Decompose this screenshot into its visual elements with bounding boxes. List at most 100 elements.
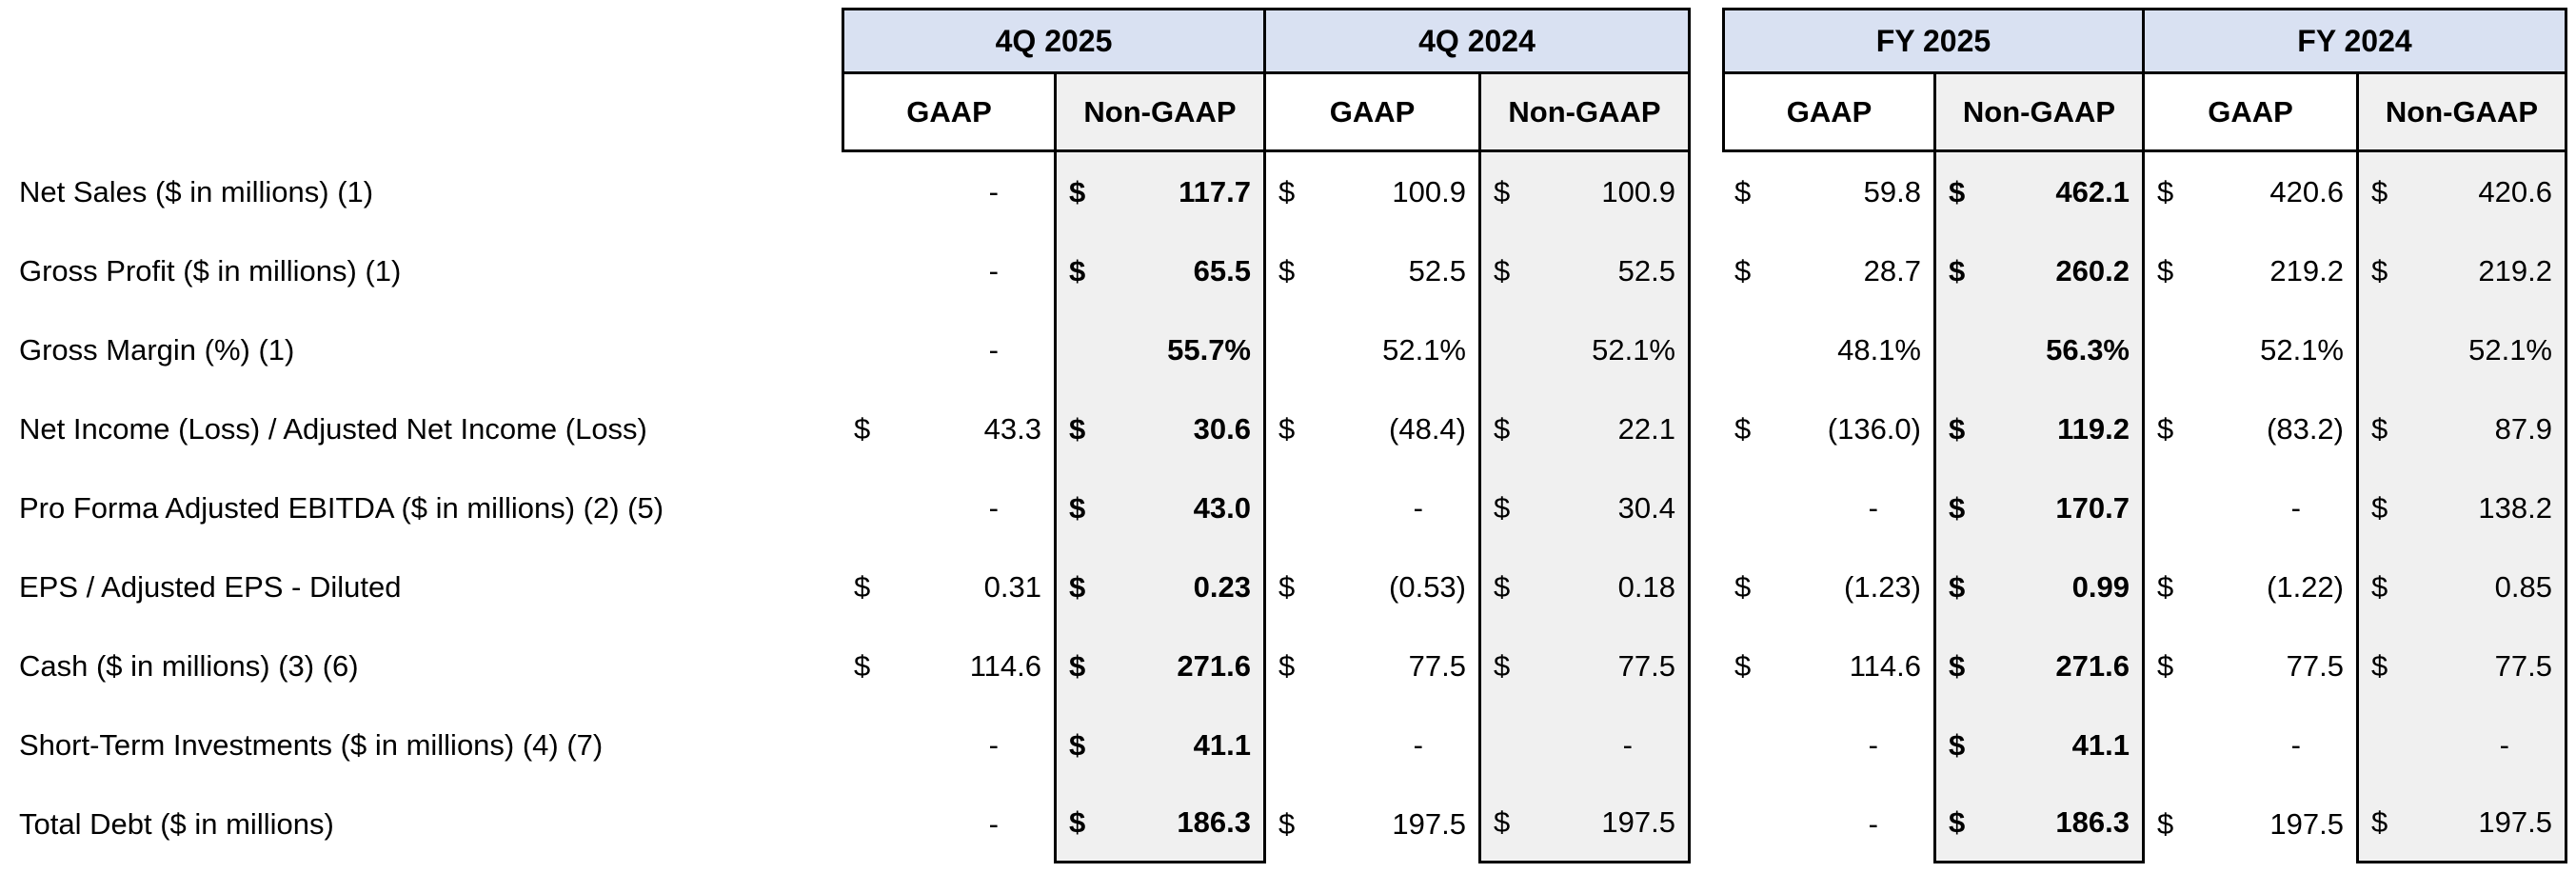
currency-symbol: $ xyxy=(1278,806,1296,841)
table-cell: - xyxy=(1722,468,1933,547)
table-cell: $117.7 xyxy=(1054,152,1266,231)
currency-symbol: $ xyxy=(1278,253,1296,288)
table-cell: $30.4 xyxy=(1478,468,1691,547)
table-cell: $52.5 xyxy=(1266,231,1478,310)
cell-value: 197.5 xyxy=(1392,806,1466,841)
subheader-nongaap-4q2024: Non-GAAP xyxy=(1478,74,1691,152)
cell-value: 52.5 xyxy=(1617,253,1675,288)
cell-value: 197.5 xyxy=(1601,805,1675,839)
currency-symbol: $ xyxy=(2371,490,2388,525)
table-cell: $219.2 xyxy=(2145,231,2356,310)
currency-symbol: $ xyxy=(1069,174,1086,208)
table-cell: $41.1 xyxy=(1054,705,1266,784)
table-cell: $41.1 xyxy=(1933,705,2145,784)
currency-symbol: $ xyxy=(1949,490,1966,525)
cell-value: (136.0) xyxy=(1827,411,1921,446)
cell-value: - xyxy=(1622,727,1633,762)
cell-value: - xyxy=(988,806,999,841)
cell-value: 186.3 xyxy=(1177,805,1251,839)
row-label: Cash ($ in millions) (3) (6) xyxy=(19,648,359,683)
cell-value: 30.4 xyxy=(1617,490,1675,525)
table-cell: - xyxy=(842,784,1054,863)
currency-symbol: $ xyxy=(2371,174,2388,208)
currency-symbol: $ xyxy=(2157,411,2174,446)
currency-symbol: $ xyxy=(2371,569,2388,604)
subheader-gaap-fy2025: GAAP xyxy=(1722,74,1933,152)
currency-symbol: $ xyxy=(2371,648,2388,683)
row-label: Net Income (Loss) / Adjusted Net Income … xyxy=(19,411,647,446)
cell-value: - xyxy=(2290,727,2301,762)
table-cell: - xyxy=(1478,705,1691,784)
currency-symbol: $ xyxy=(1494,253,1511,288)
cell-value: - xyxy=(988,490,999,525)
financial-table: 4Q 2025 4Q 2024 FY 2025 FY 2024 GAAP Non… xyxy=(19,8,2567,863)
cell-value: (1.22) xyxy=(2267,569,2344,604)
table-cell: $87.9 xyxy=(2356,389,2567,468)
cell-value: 0.99 xyxy=(2071,569,2130,604)
cell-value: 0.31 xyxy=(983,569,1041,604)
cell-value: - xyxy=(988,253,999,288)
table-cell: $77.5 xyxy=(2145,626,2356,705)
table-cell: $22.1 xyxy=(1478,389,1691,468)
cell-value: 117.7 xyxy=(1179,174,1251,208)
cell-value: (1.23) xyxy=(1844,569,1921,604)
table-cell: - xyxy=(842,310,1054,389)
currency-symbol: $ xyxy=(854,411,871,446)
cell-value: 0.18 xyxy=(1617,569,1675,604)
table-cell: - xyxy=(842,152,1054,231)
cell-value: 41.1 xyxy=(2071,727,2130,762)
table-cell: $ (1.22) xyxy=(2145,547,2356,626)
cell-value: (83.2) xyxy=(2267,411,2344,446)
table-cell: $197.5 xyxy=(2145,784,2356,863)
currency-symbol: $ xyxy=(1278,411,1296,446)
currency-symbol: $ xyxy=(1278,569,1296,604)
cell-value: 52.5 xyxy=(1408,253,1466,288)
table-cell: - xyxy=(1722,705,1933,784)
currency-symbol: $ xyxy=(1069,727,1086,762)
row-label: Gross Margin (%) (1) xyxy=(19,332,295,367)
subheader-nongaap-fy2025: Non-GAAP xyxy=(1933,74,2145,152)
cell-value: 260.2 xyxy=(2055,253,2130,288)
table-cell: $271.6 xyxy=(1054,626,1266,705)
currency-symbol: $ xyxy=(1494,411,1511,446)
cell-value: 65.5 xyxy=(1193,253,1251,288)
table-cell: $462.1 xyxy=(1933,152,2145,231)
currency-symbol: $ xyxy=(2371,411,2388,446)
cell-value: 22.1 xyxy=(1617,411,1675,446)
table-cell: 52.1% xyxy=(1266,310,1478,389)
table-cell: - xyxy=(1722,784,1933,863)
table-cell: $138.2 xyxy=(2356,468,2567,547)
table-cell: $186.3 xyxy=(1933,784,2145,863)
table-cell: $197.5 xyxy=(1478,784,1691,863)
currency-symbol: $ xyxy=(2157,648,2174,683)
period-header-4q2024: 4Q 2024 xyxy=(1266,8,1691,74)
currency-symbol: $ xyxy=(1069,490,1086,525)
table-cell: $197.5 xyxy=(1266,784,1478,863)
cell-value: 52.1% xyxy=(2260,332,2344,367)
currency-symbol: $ xyxy=(1949,174,1966,208)
cell-value: 59.8 xyxy=(1863,174,1921,208)
currency-symbol: $ xyxy=(1494,648,1511,683)
currency-symbol: $ xyxy=(2371,253,2388,288)
table-cell: $170.7 xyxy=(1933,468,2145,547)
cell-value: 52.1% xyxy=(1592,332,1675,367)
cell-value: 55.7% xyxy=(1167,332,1251,367)
currency-symbol: $ xyxy=(854,569,871,604)
currency-symbol: $ xyxy=(1069,411,1086,446)
cell-value: - xyxy=(1868,490,1878,525)
subheader-nongaap-4q2025: Non-GAAP xyxy=(1054,74,1266,152)
cell-value: - xyxy=(988,727,999,762)
table-cell: $186.3 xyxy=(1054,784,1266,863)
cell-value: - xyxy=(1413,727,1423,762)
cell-value: (48.4) xyxy=(1389,411,1466,446)
cell-value: 219.2 xyxy=(2269,253,2344,288)
table-cell: $77.5 xyxy=(2356,626,2567,705)
table-cell: - xyxy=(2356,705,2567,784)
cell-value: 100.9 xyxy=(1601,174,1675,208)
currency-symbol: $ xyxy=(1949,253,1966,288)
table-cell: $ (136.0) xyxy=(1722,389,1933,468)
subheader-gaap-4q2025: GAAP xyxy=(842,74,1054,152)
currency-symbol: $ xyxy=(2157,253,2174,288)
table-cell: $59.8 xyxy=(1722,152,1933,231)
table-cell: $0.99 xyxy=(1933,547,2145,626)
